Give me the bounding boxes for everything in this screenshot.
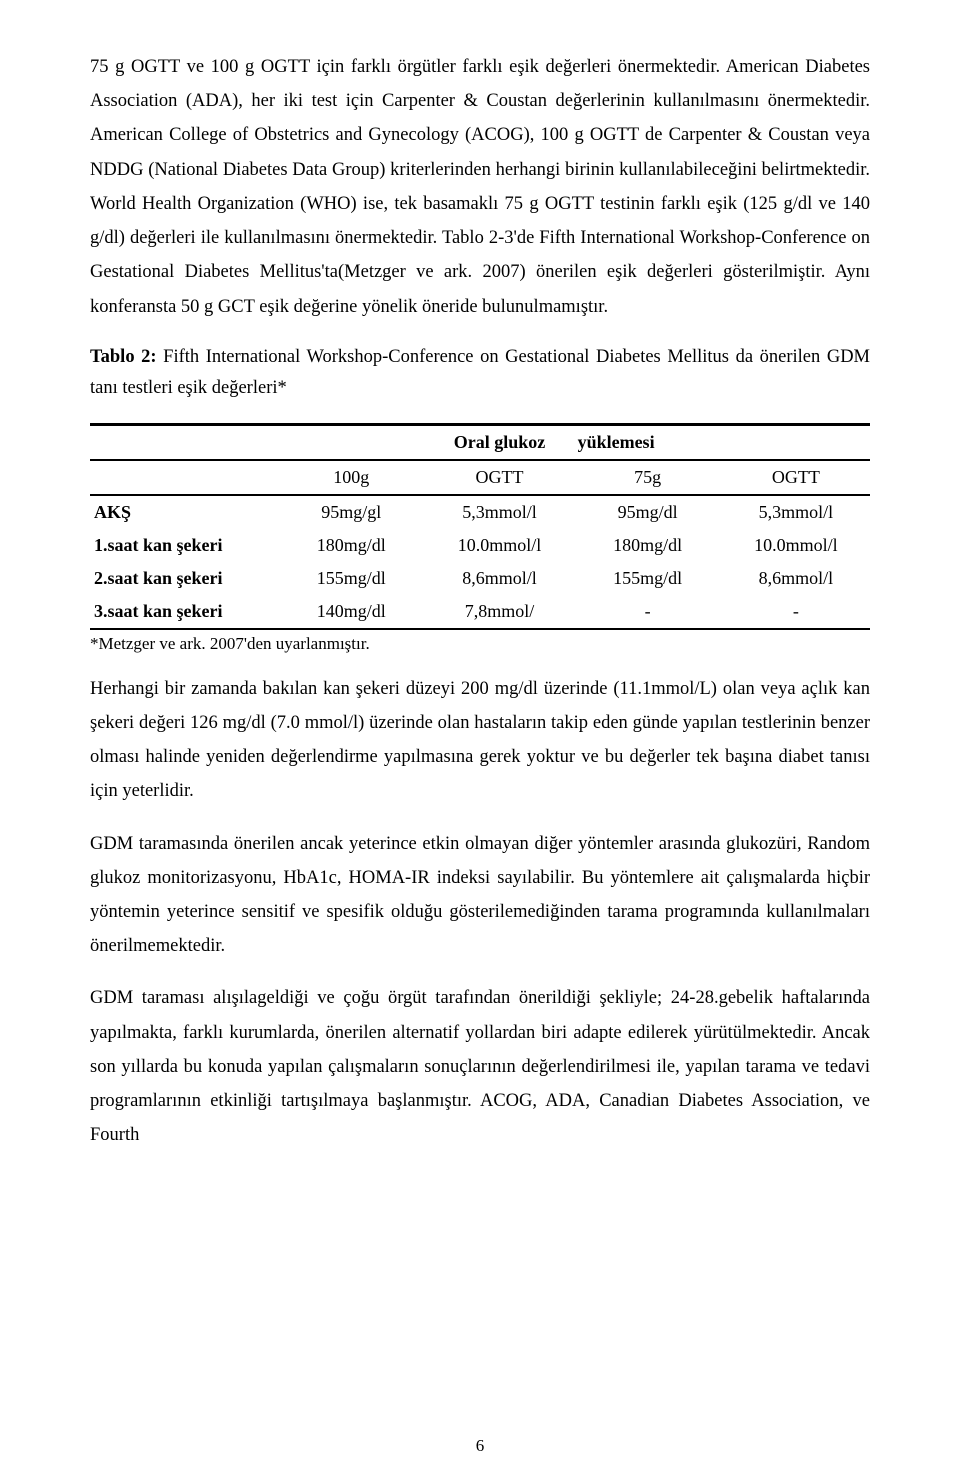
row-cell: 10.0mmol/l	[425, 529, 573, 562]
table-subheader-ogtt2: OGTT	[722, 460, 870, 495]
table-2-label: Tablo 2:	[90, 347, 157, 367]
table-row: AKŞ 95mg/gl 5,3mmol/l 95mg/dl 5,3mmol/l	[90, 495, 870, 529]
table-2-title: Tablo 2: Fifth International Workshop-Co…	[90, 342, 870, 405]
document-page: 75 g OGTT ve 100 g OGTT için farklı örgü…	[0, 0, 960, 1478]
row-cell: -	[722, 595, 870, 629]
row-label: 1.saat kan şekeri	[90, 529, 277, 562]
row-cell: 5,3mmol/l	[722, 495, 870, 529]
table-header-yuklemesi: yüklemesi	[574, 424, 722, 460]
paragraph-2: Herhangi bir zamanda bakılan kan şekeri …	[90, 672, 870, 809]
row-cell: 140mg/dl	[277, 595, 425, 629]
row-label: 2.saat kan şekeri	[90, 562, 277, 595]
table-header-oral-glukoz: Oral glukoz	[425, 424, 573, 460]
row-cell: 8,6mmol/l	[425, 562, 573, 595]
table-row: 2.saat kan şekeri 155mg/dl 8,6mmol/l 155…	[90, 562, 870, 595]
table-2-title-text: Fifth International Workshop-Conference …	[90, 347, 870, 398]
row-cell: 180mg/dl	[277, 529, 425, 562]
row-cell: 95mg/dl	[574, 495, 722, 529]
row-cell: 5,3mmol/l	[425, 495, 573, 529]
table-header-empty1	[90, 424, 277, 460]
paragraph-4: GDM taraması alışılageldiği ve çoğu örgü…	[90, 981, 870, 1152]
paragraph-1: 75 g OGTT ve 100 g OGTT için farklı örgü…	[90, 50, 870, 324]
row-cell: 95mg/gl	[277, 495, 425, 529]
table-subheader-75g: 75g	[574, 460, 722, 495]
row-cell: 7,8mmol/	[425, 595, 573, 629]
row-cell: 10.0mmol/l	[722, 529, 870, 562]
paragraph-3: GDM taramasında önerilen ancak yeterince…	[90, 827, 870, 964]
table-row: 3.saat kan şekeri 140mg/dl 7,8mmol/ - -	[90, 595, 870, 629]
row-cell: 155mg/dl	[574, 562, 722, 595]
table-subheader-ogtt1: OGTT	[425, 460, 573, 495]
table-subheader-empty	[90, 460, 277, 495]
row-label: 3.saat kan şekeri	[90, 595, 277, 629]
table-subheader-100g: 100g	[277, 460, 425, 495]
table-header-row: Oral glukoz yüklemesi	[90, 424, 870, 460]
table-subheader-row: 100g OGTT 75g OGTT	[90, 460, 870, 495]
table-header-empty3	[722, 424, 870, 460]
row-label: AKŞ	[90, 495, 277, 529]
page-number: 6	[0, 1436, 960, 1456]
table-2: Oral glukoz yüklemesi 100g OGTT 75g OGTT…	[90, 423, 870, 630]
table-row: 1.saat kan şekeri 180mg/dl 10.0mmol/l 18…	[90, 529, 870, 562]
row-cell: 155mg/dl	[277, 562, 425, 595]
row-cell: 8,6mmol/l	[722, 562, 870, 595]
row-cell: -	[574, 595, 722, 629]
table-header-empty2	[277, 424, 425, 460]
row-cell: 180mg/dl	[574, 529, 722, 562]
table-footnote: *Metzger ve ark. 2007'den uyarlanmıştır.	[90, 634, 870, 654]
